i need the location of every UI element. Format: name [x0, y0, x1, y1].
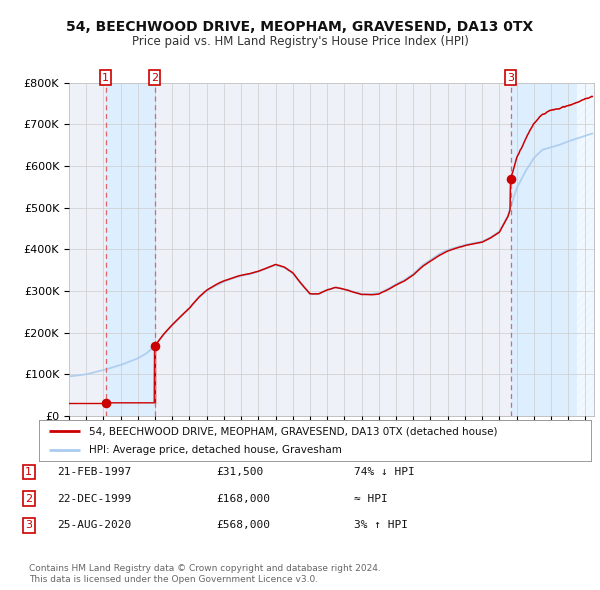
Text: 54, BEECHWOOD DRIVE, MEOPHAM, GRAVESEND, DA13 0TX: 54, BEECHWOOD DRIVE, MEOPHAM, GRAVESEND,… [67, 20, 533, 34]
Bar [511, 83, 577, 416]
Bar [577, 83, 594, 416]
Text: £168,000: £168,000 [216, 494, 270, 503]
Text: 1: 1 [102, 73, 109, 83]
Text: 1: 1 [25, 467, 32, 477]
Text: 3: 3 [507, 73, 514, 83]
Text: 21-FEB-1997: 21-FEB-1997 [57, 467, 131, 477]
Text: Price paid vs. HM Land Registry's House Price Index (HPI): Price paid vs. HM Land Registry's House … [131, 35, 469, 48]
Bar [106, 83, 155, 416]
Text: Contains HM Land Registry data © Crown copyright and database right 2024.: Contains HM Land Registry data © Crown c… [29, 565, 380, 573]
Text: ≈ HPI: ≈ HPI [354, 494, 388, 503]
Text: 2: 2 [25, 494, 32, 503]
Text: 3: 3 [25, 520, 32, 530]
Text: 74% ↓ HPI: 74% ↓ HPI [354, 467, 415, 477]
Text: 2: 2 [151, 73, 158, 83]
Bar [577, 83, 594, 416]
Text: £568,000: £568,000 [216, 520, 270, 530]
Text: 3% ↑ HPI: 3% ↑ HPI [354, 520, 408, 530]
Text: This data is licensed under the Open Government Licence v3.0.: This data is licensed under the Open Gov… [29, 575, 318, 584]
Text: 22-DEC-1999: 22-DEC-1999 [57, 494, 131, 503]
Point [506, 175, 515, 184]
Point [150, 341, 160, 350]
Point [101, 398, 110, 408]
Text: 54, BEECHWOOD DRIVE, MEOPHAM, GRAVESEND, DA13 0TX (detached house): 54, BEECHWOOD DRIVE, MEOPHAM, GRAVESEND,… [89, 426, 497, 436]
Text: HPI: Average price, detached house, Gravesham: HPI: Average price, detached house, Grav… [89, 445, 341, 455]
Text: £31,500: £31,500 [216, 467, 263, 477]
Text: 25-AUG-2020: 25-AUG-2020 [57, 520, 131, 530]
